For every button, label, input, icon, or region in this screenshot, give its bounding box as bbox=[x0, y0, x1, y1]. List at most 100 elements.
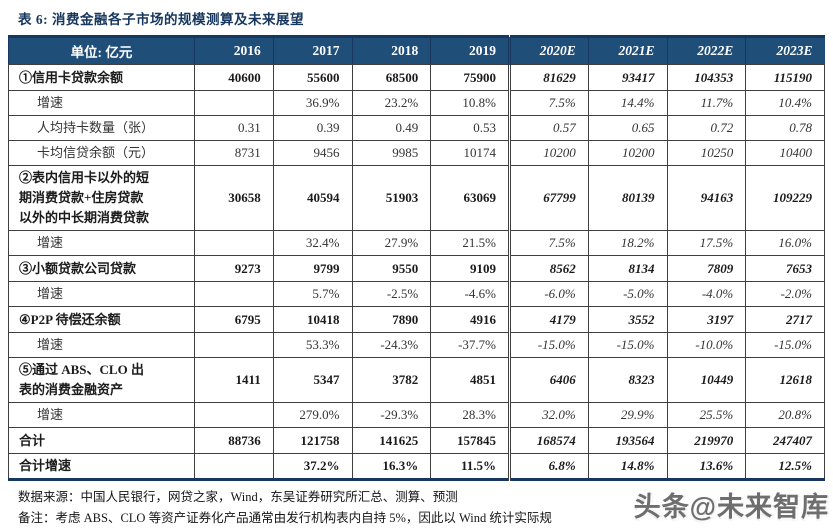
cell-value: 7653 bbox=[745, 255, 825, 282]
table-body: ①信用卡贷款余额 40600 55600 68500 75900 81629 93417 10… bbox=[8, 64, 825, 480]
cell-value: 81629 bbox=[508, 64, 589, 91]
cell-value: 10.8% bbox=[430, 90, 510, 116]
cell-value: 28.3% bbox=[430, 402, 510, 428]
watermark: 头条@未来智库 bbox=[633, 492, 829, 522]
remark-note: 备注：考虑 ABS、CLO 等资产证券化产品通常由发行机构表内自持 5%，因此以… bbox=[18, 511, 552, 525]
year-header: 2017 bbox=[272, 36, 352, 65]
table-row: ⑤通过 ABS、CLO 出 表的消费金融资产 1411 5347 3782 4851 64… bbox=[8, 357, 825, 403]
cell-value: 11.7% bbox=[666, 90, 747, 116]
cell-value: 18.2% bbox=[587, 230, 668, 256]
cell-value: 10418 bbox=[272, 306, 353, 333]
cell-value: -15.0% bbox=[745, 332, 825, 358]
cell-value: 20.8% bbox=[745, 402, 825, 428]
cell-value bbox=[194, 402, 274, 428]
cell-value: 4179 bbox=[508, 306, 589, 333]
cell-value: 17.5% bbox=[666, 230, 747, 256]
cell-value: 5347 bbox=[272, 357, 353, 403]
cell-value: 10250 bbox=[666, 140, 747, 166]
row-label: 增速 bbox=[8, 402, 195, 428]
table-footer: 数据来源：中国人民银行，网贷之家，Wind，东吴证券研究所汇总、测算、预测 备注… bbox=[8, 481, 825, 529]
cell-value: 27.9% bbox=[351, 230, 432, 256]
table-row: ④P2P 待偿还余额 6795 10418 7890 4916 4179 3552 3197 2… bbox=[8, 306, 825, 333]
table-row: 合计 88736 121758 141625 157845 168574 193564 219… bbox=[8, 427, 825, 454]
row-label: 增速 bbox=[8, 281, 195, 307]
cell-value bbox=[194, 90, 274, 116]
row-label: 卡均信贷余额（元） bbox=[8, 140, 195, 166]
cell-value: 93417 bbox=[587, 64, 668, 91]
cell-value: 0.57 bbox=[508, 115, 589, 141]
cell-value: 88736 bbox=[194, 427, 274, 454]
cell-value: 279.0% bbox=[272, 402, 353, 428]
table-row: ②表内信用卡以外的短 期消费贷款+住房贷款 以外的中长期消费贷款 30658 405… bbox=[8, 165, 825, 231]
table-row: ③小额贷款公司贷款 9273 9799 9550 9109 8562 8134 7809 765… bbox=[8, 255, 825, 282]
cell-value: 32.4% bbox=[272, 230, 353, 256]
cell-value: 168574 bbox=[508, 427, 589, 454]
cell-value: -37.7% bbox=[430, 332, 510, 358]
row-label: ⑤通过 ABS、CLO 出 表的消费金融资产 bbox=[8, 357, 195, 403]
row-label: 合计增速 bbox=[8, 453, 195, 480]
cell-value: 25.5% bbox=[666, 402, 747, 428]
cell-value: 157845 bbox=[430, 427, 510, 454]
cell-value: 115190 bbox=[745, 64, 825, 91]
cell-value: 104353 bbox=[666, 64, 747, 91]
cell-value: 9456 bbox=[272, 140, 353, 166]
cell-value: 10.4% bbox=[745, 90, 825, 116]
cell-value: 4916 bbox=[430, 306, 510, 333]
cell-value bbox=[194, 230, 274, 256]
cell-value: -6.0% bbox=[508, 281, 589, 307]
cell-value: 13.6% bbox=[666, 453, 747, 480]
cell-value: 6795 bbox=[194, 306, 274, 333]
cell-value: 7890 bbox=[351, 306, 432, 333]
cell-value: 10200 bbox=[508, 140, 589, 166]
cell-value: 193564 bbox=[587, 427, 668, 454]
cell-value: 16.3% bbox=[351, 453, 432, 480]
row-label: 人均持卡数量（张） bbox=[8, 115, 195, 141]
table-row: 增速 53.3% -24.3% -37.7% -15.0% -15.0% -10.0% -15… bbox=[8, 332, 825, 358]
cell-value: 29.9% bbox=[587, 402, 668, 428]
cell-value: 9273 bbox=[194, 255, 274, 282]
row-label: 增速 bbox=[8, 230, 195, 256]
cell-value: -15.0% bbox=[587, 332, 668, 358]
cell-value: 0.39 bbox=[272, 115, 353, 141]
cell-value: 6406 bbox=[508, 357, 589, 403]
cell-value: 0.78 bbox=[745, 115, 825, 141]
cell-value: 8731 bbox=[194, 140, 274, 166]
year-header: 2023E bbox=[745, 36, 825, 65]
cell-value: 14.4% bbox=[587, 90, 668, 116]
cell-value: -29.3% bbox=[351, 402, 432, 428]
row-label: ①信用卡贷款余额 bbox=[8, 64, 195, 91]
cell-value: -10.0% bbox=[666, 332, 747, 358]
cell-value: 0.72 bbox=[666, 115, 747, 141]
consumer-finance-table: 单位: 亿元 2016 2017 2018 2019 2020E 2021E 2022E 20… bbox=[8, 35, 825, 481]
cell-value: 109229 bbox=[745, 165, 825, 231]
cell-value: 7.5% bbox=[508, 230, 589, 256]
cell-value: 40594 bbox=[272, 165, 353, 231]
table-header: 单位: 亿元 2016 2017 2018 2019 2020E 2021E 2022E 20… bbox=[8, 36, 825, 65]
cell-value: 8562 bbox=[508, 255, 589, 282]
cell-value: 36.9% bbox=[272, 90, 353, 116]
cell-value bbox=[194, 332, 274, 358]
cell-value: 121758 bbox=[272, 427, 353, 454]
cell-value: -4.0% bbox=[666, 281, 747, 307]
cell-value: 6.8% bbox=[508, 453, 589, 480]
cell-value: 75900 bbox=[430, 64, 510, 91]
cell-value: 3197 bbox=[666, 306, 747, 333]
cell-value: 8323 bbox=[587, 357, 668, 403]
year-header: 2022E bbox=[666, 36, 746, 65]
data-source-note: 数据来源：中国人民银行，网贷之家，Wind，东吴证券研究所汇总、测算、预测 bbox=[18, 490, 458, 504]
cell-value: 12.5% bbox=[745, 453, 825, 480]
table-row: 人均持卡数量（张） 0.31 0.39 0.49 0.53 0.57 0.65 0.72 0.7… bbox=[8, 115, 825, 141]
cell-value: 23.2% bbox=[351, 90, 432, 116]
table-row: 增速 32.4% 27.9% 21.5% 7.5% 18.2% 17.5% 16.0% bbox=[8, 230, 825, 256]
year-header: 2020E bbox=[508, 36, 589, 65]
cell-value bbox=[194, 281, 274, 307]
unit-header-cell: 单位: 亿元 bbox=[8, 36, 195, 65]
cell-value: 12618 bbox=[745, 357, 825, 403]
cell-value: 5.7% bbox=[272, 281, 353, 307]
row-label: 增速 bbox=[8, 332, 195, 358]
cell-value: 63069 bbox=[430, 165, 510, 231]
table-row: 合计增速 37.2% 16.3% 11.5% 6.8% 14.8% 13.6% 12.5% bbox=[8, 453, 825, 480]
cell-value: -2.5% bbox=[351, 281, 432, 307]
cell-value: 37.2% bbox=[272, 453, 353, 480]
row-label: ③小额贷款公司贷款 bbox=[8, 255, 195, 282]
